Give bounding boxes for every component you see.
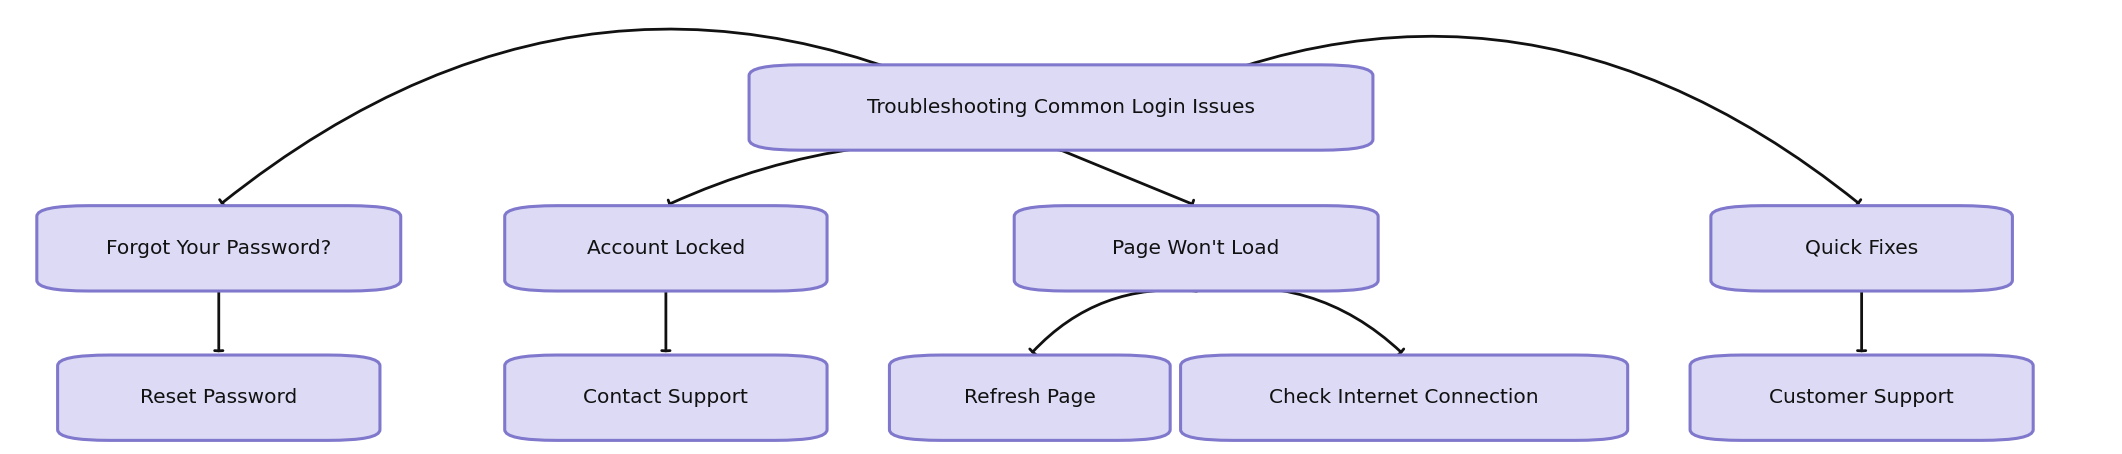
FancyBboxPatch shape bbox=[57, 355, 380, 440]
FancyBboxPatch shape bbox=[749, 65, 1373, 150]
FancyBboxPatch shape bbox=[1180, 355, 1628, 440]
Text: Contact Support: Contact Support bbox=[584, 388, 749, 407]
FancyBboxPatch shape bbox=[1014, 206, 1377, 291]
Text: Check Internet Connection: Check Internet Connection bbox=[1269, 388, 1538, 407]
Text: Reset Password: Reset Password bbox=[140, 388, 297, 407]
Text: Customer Support: Customer Support bbox=[1770, 388, 1954, 407]
Text: Refresh Page: Refresh Page bbox=[963, 388, 1095, 407]
FancyBboxPatch shape bbox=[1689, 355, 2033, 440]
Text: Quick Fixes: Quick Fixes bbox=[1806, 239, 1918, 258]
FancyBboxPatch shape bbox=[36, 206, 401, 291]
Text: Troubleshooting Common Login Issues: Troubleshooting Common Login Issues bbox=[868, 98, 1254, 117]
Text: Forgot Your Password?: Forgot Your Password? bbox=[106, 239, 331, 258]
Text: Account Locked: Account Locked bbox=[588, 239, 745, 258]
Text: Page Won't Load: Page Won't Load bbox=[1112, 239, 1280, 258]
FancyBboxPatch shape bbox=[1710, 206, 2012, 291]
FancyBboxPatch shape bbox=[505, 206, 828, 291]
FancyBboxPatch shape bbox=[505, 355, 828, 440]
FancyBboxPatch shape bbox=[889, 355, 1169, 440]
